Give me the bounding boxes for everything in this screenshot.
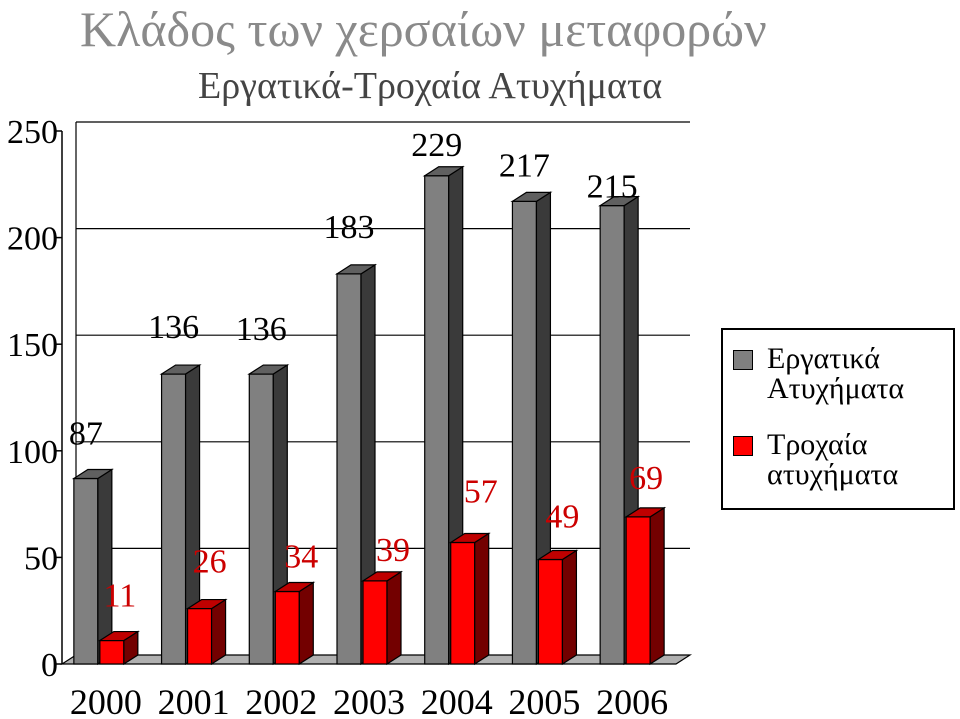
bar-top — [422, 166, 465, 177]
x-tick-label: 2001 — [158, 682, 230, 719]
bar — [599, 205, 625, 665]
bar — [248, 373, 274, 665]
x-tick-label: 2004 — [421, 682, 493, 719]
bar-side — [649, 506, 665, 666]
bar — [160, 373, 187, 665]
legend-swatch-road-accidents — [733, 436, 753, 456]
bar-top — [360, 571, 404, 582]
bar — [450, 541, 476, 665]
bar-side — [561, 549, 578, 666]
bar-side — [386, 570, 402, 666]
chart-legend: Εργατικά Ατυχήματα Τροχαία ατυχήματα — [721, 328, 955, 510]
data-label: 217 — [499, 147, 550, 184]
bar-side — [298, 581, 314, 666]
data-label: 215 — [587, 169, 638, 206]
bar — [336, 273, 362, 665]
bar-top — [334, 264, 378, 275]
bar-top — [185, 598, 228, 610]
data-label: 183 — [324, 209, 375, 246]
bar-top — [536, 549, 579, 561]
bar — [99, 639, 125, 665]
bar — [511, 200, 538, 665]
data-label: 57 — [464, 473, 498, 510]
chart-subtitle: Εργατικά-Τροχαία Ατυχήματα — [198, 65, 663, 107]
data-label: 229 — [411, 127, 462, 164]
bar — [424, 175, 450, 665]
bar — [537, 558, 564, 665]
data-label: 49 — [545, 499, 579, 536]
y-tick-label: 200 — [7, 221, 58, 258]
bar — [73, 477, 99, 665]
bar-top — [598, 196, 641, 207]
y-tick-label: 50 — [24, 540, 58, 577]
x-tick-label: 2002 — [245, 682, 317, 719]
bar-top — [97, 630, 140, 642]
chart-title: Κλάδος των χερσαίων μεταφορών — [80, 1, 767, 57]
bar-side — [210, 598, 227, 666]
legend-swatch-work-accidents — [733, 350, 753, 370]
data-label: 11 — [103, 578, 136, 615]
bar-top — [510, 191, 553, 202]
bar-top — [71, 468, 114, 480]
y-tick-label: 0 — [41, 647, 58, 684]
bar — [362, 580, 388, 665]
bar — [625, 516, 651, 665]
bar-top — [273, 581, 316, 593]
data-label: 87 — [69, 416, 103, 453]
x-tick-label: 2005 — [508, 682, 580, 719]
x-tick-label: 2003 — [333, 682, 405, 719]
y-tick-label: 150 — [7, 327, 58, 364]
legend-label-work-accidents: Εργατικά Ατυχήματα — [767, 342, 905, 405]
data-label: 34 — [284, 539, 318, 576]
data-label: 69 — [629, 460, 663, 497]
data-label: 136 — [236, 311, 287, 348]
bar-side — [474, 532, 490, 666]
bar-top — [247, 364, 290, 375]
x-tick-label: 2000 — [70, 682, 142, 719]
bar-top — [448, 532, 491, 544]
y-tick-label: 100 — [7, 434, 58, 471]
data-label: 26 — [193, 544, 227, 581]
bar-top — [624, 507, 667, 518]
bar-top — [159, 364, 202, 375]
x-tick-label: 2006 — [596, 682, 668, 719]
y-tick-label: 250 — [7, 114, 58, 151]
bar — [274, 590, 300, 665]
data-label: 39 — [376, 532, 410, 569]
legend-label-road-accidents: Τροχαία ατυχήματα — [767, 428, 899, 491]
data-label: 136 — [148, 309, 199, 346]
bar — [186, 607, 213, 665]
